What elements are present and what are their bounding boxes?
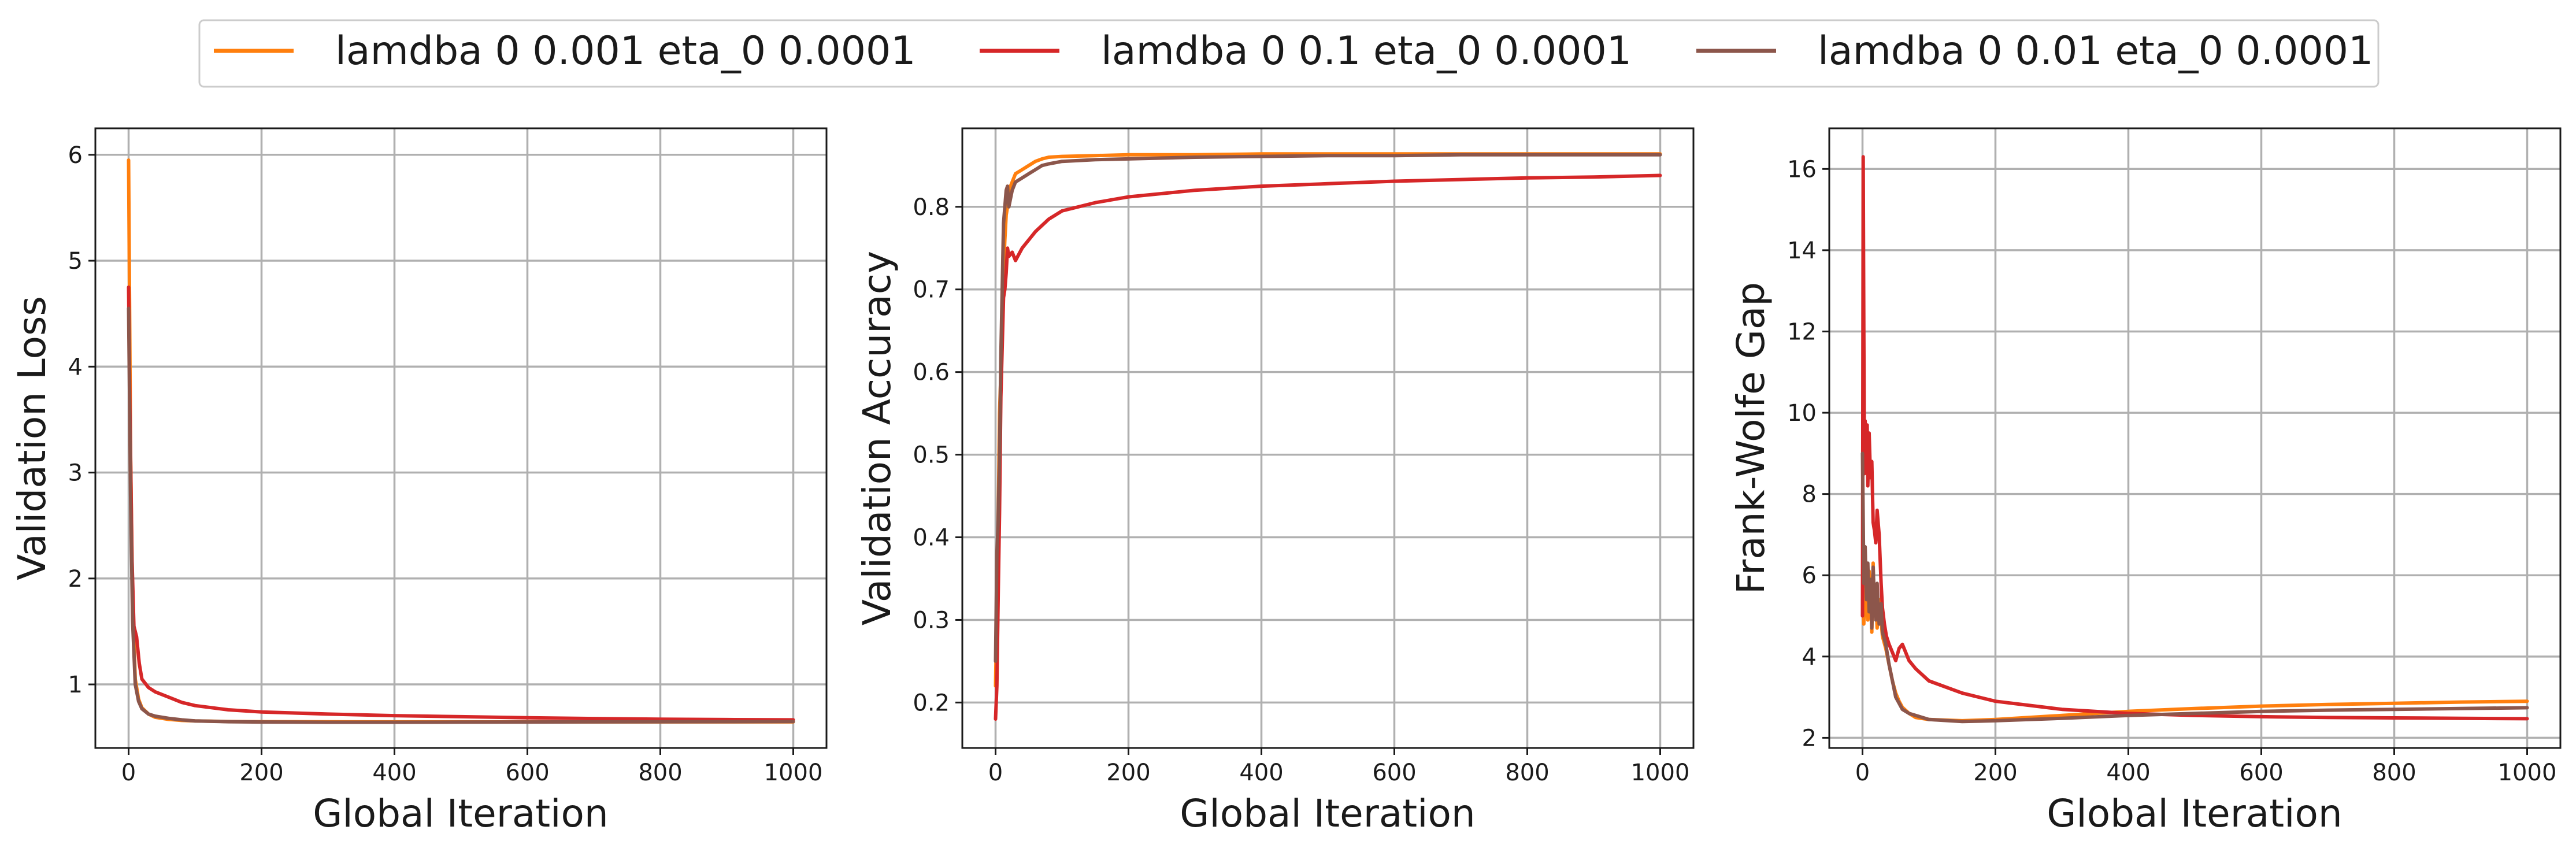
y-tick-label: 0.6 [913, 360, 950, 386]
legend-item-2: lamdba 0 0.01 eta_0 0.0001 [1696, 28, 2373, 74]
series-line-2 [1860, 451, 2529, 724]
x-tick-label: 400 [372, 760, 416, 786]
y-tick-label: 0.7 [913, 277, 950, 303]
series-line-0 [127, 158, 795, 724]
series-layer-1 [994, 152, 1662, 721]
subplot-validation-loss: 0 200 400 600 800 1000 1 2 3 4 5 6 Global Iteration… [10, 127, 828, 836]
legend-label-1: lamdba 0 0.1 eta_0 0.0001 [1101, 28, 1632, 74]
x-tick-label: 1000 [2498, 760, 2557, 786]
gridlines-2 [1829, 128, 2560, 748]
x-tick-label: 0 [1855, 760, 1870, 786]
y-tick-label: 6 [1802, 562, 1817, 589]
series-line-1 [1860, 155, 2529, 721]
gridlines-1 [962, 128, 1693, 748]
x-tick-label: 600 [2239, 760, 2283, 786]
series-line-2 [127, 306, 795, 724]
subplot-frank-wolfe-gap: 0 200 400 600 800 1000 2 4 6 8 10 12 14 16 Global Ite… [1729, 127, 2562, 836]
series-line-0 [1860, 553, 2529, 723]
legend-item-0: lamdba 0 0.001 eta_0 0.0001 [214, 28, 916, 74]
legend-label-2: lamdba 0 0.01 eta_0 0.0001 [1818, 28, 2373, 74]
subplot-validation-accuracy: 0 200 400 600 800 1000 0.2 0.3 0.4 0.5 0.6 0.7 0.8 G… [855, 127, 1695, 836]
series-line-1 [127, 285, 795, 722]
axes-frame-1 [961, 127, 1695, 749]
x-tick-label: 0 [988, 760, 1003, 786]
legend-label-0: lamdba 0 0.001 eta_0 0.0001 [335, 28, 916, 74]
y-tick-label: 3 [68, 460, 83, 487]
y-axis-title-2: Frank-Wolfe Gap [1729, 282, 1773, 594]
y-tick-label: 12 [1787, 318, 1817, 345]
y-tick-label: 4 [68, 354, 83, 380]
series-layer-0 [127, 158, 795, 724]
series-line-0 [994, 152, 1662, 688]
legend-frame [198, 19, 2379, 88]
x-tick-label: 200 [239, 760, 283, 786]
x-tick-label: 1000 [1631, 760, 1690, 786]
x-tick-label: 800 [638, 760, 682, 786]
x-tick-label: 1000 [764, 760, 823, 786]
y-tick-label: 0.8 [913, 194, 950, 221]
x-tick-label: 400 [1239, 760, 1283, 786]
series-layer-2 [1860, 155, 2529, 724]
x-tick-label: 600 [505, 760, 549, 786]
x-axis-title-1: Global Iteration [1180, 791, 1475, 836]
x-tick-label: 200 [1106, 760, 1150, 786]
y-tick-label: 4 [1802, 644, 1817, 671]
x-tick-label: 200 [1973, 760, 2017, 786]
x-tick-label: 600 [1372, 760, 1416, 786]
x-tick-label: 800 [2372, 760, 2416, 786]
x-tick-label: 0 [121, 760, 136, 786]
legend: lamdba 0 0.001 eta_0 0.0001 lamdba 0 0.1… [198, 19, 2379, 88]
ticks-2: 0 200 400 600 800 1000 2 4 6 8 10 12 14 16 [1787, 156, 2556, 786]
y-tick-label: 0.5 [913, 442, 950, 469]
axes-frame-0 [94, 127, 828, 749]
axes-frame-2 [1828, 127, 2562, 749]
y-tick-label: 0.4 [913, 525, 950, 551]
y-tick-label: 2 [1802, 725, 1817, 751]
y-tick-label: 14 [1787, 238, 1817, 264]
x-tick-label: 400 [2106, 760, 2150, 786]
series-line-2 [994, 153, 1662, 663]
x-axis-title-0: Global Iteration [313, 791, 608, 836]
legend-item-1: lamdba 0 0.1 eta_0 0.0001 [980, 28, 1632, 74]
ticks-1: 0 200 400 600 800 1000 0.2 0.3 0.4 0.5 0.6 0.7 0.8 [913, 194, 1689, 786]
y-tick-label: 1 [68, 672, 83, 698]
x-axis-title-2: Global Iteration [2047, 791, 2342, 836]
ticks-0: 0 200 400 600 800 1000 1 2 3 4 5 6 [68, 142, 823, 786]
y-tick-label: 10 [1787, 400, 1817, 427]
y-tick-label: 0.2 [913, 690, 950, 716]
gridlines-0 [95, 128, 826, 748]
y-tick-label: 16 [1787, 156, 1817, 183]
y-axis-title-0: Validation Loss [10, 296, 54, 580]
series-line-1 [994, 173, 1662, 721]
y-tick-label: 2 [68, 566, 83, 592]
x-tick-label: 800 [1505, 760, 1549, 786]
y-tick-label: 6 [68, 142, 83, 169]
y-tick-label: 5 [68, 248, 83, 275]
y-tick-label: 0.3 [913, 607, 950, 634]
y-axis-title-1: Validation Accuracy [855, 251, 899, 625]
y-tick-label: 8 [1802, 481, 1817, 508]
